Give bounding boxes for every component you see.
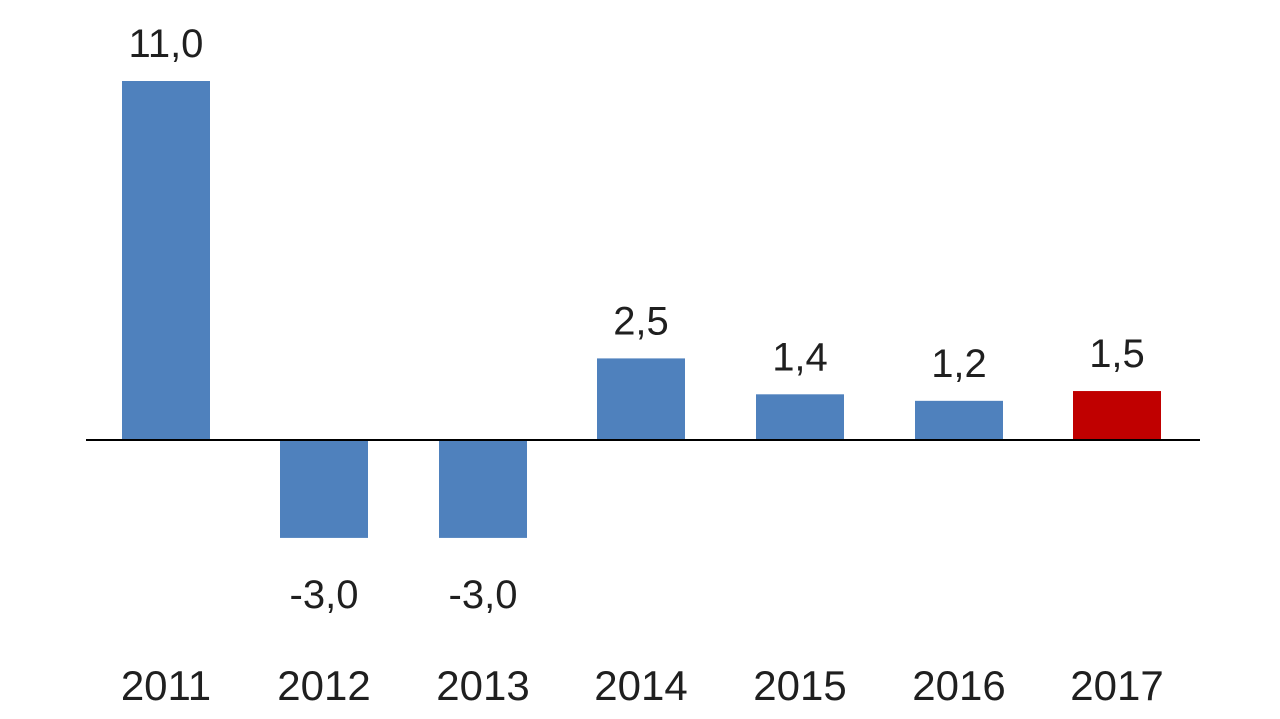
x-tick-label-2014: 2014 [594, 662, 687, 709]
x-tick-labels-group: 2011 2012 2013 2014 2015 2016 2017 [121, 662, 1164, 709]
bar-2011 [122, 81, 210, 440]
x-tick-label-2015: 2015 [753, 662, 846, 709]
bar-2017 [1073, 391, 1161, 440]
bar-2013 [439, 440, 527, 538]
value-label-2011: 11,0 [129, 22, 204, 66]
value-label-2012: -3,0 [290, 573, 359, 617]
value-labels-group: 11,0 -3,0 -3,0 2,5 1,4 1,2 1,5 [129, 22, 1145, 617]
x-tick-label-2011: 2011 [121, 662, 211, 709]
bar-2015 [756, 394, 844, 440]
bar-2016 [915, 400, 1003, 440]
x-tick-label-2012: 2012 [277, 662, 370, 709]
value-label-2013: -3,0 [449, 573, 518, 617]
value-label-2017: 1,5 [1089, 332, 1145, 376]
x-tick-label-2017: 2017 [1070, 662, 1163, 709]
bar-2014 [597, 358, 685, 440]
x-tick-label-2016: 2016 [912, 662, 1005, 709]
bar-2012 [280, 440, 368, 538]
x-tick-label-2013: 2013 [436, 662, 529, 709]
bars-group [122, 81, 1161, 538]
value-label-2016: 1,2 [931, 342, 987, 386]
value-label-2015: 1,4 [772, 335, 828, 379]
value-label-2014: 2,5 [613, 299, 669, 343]
